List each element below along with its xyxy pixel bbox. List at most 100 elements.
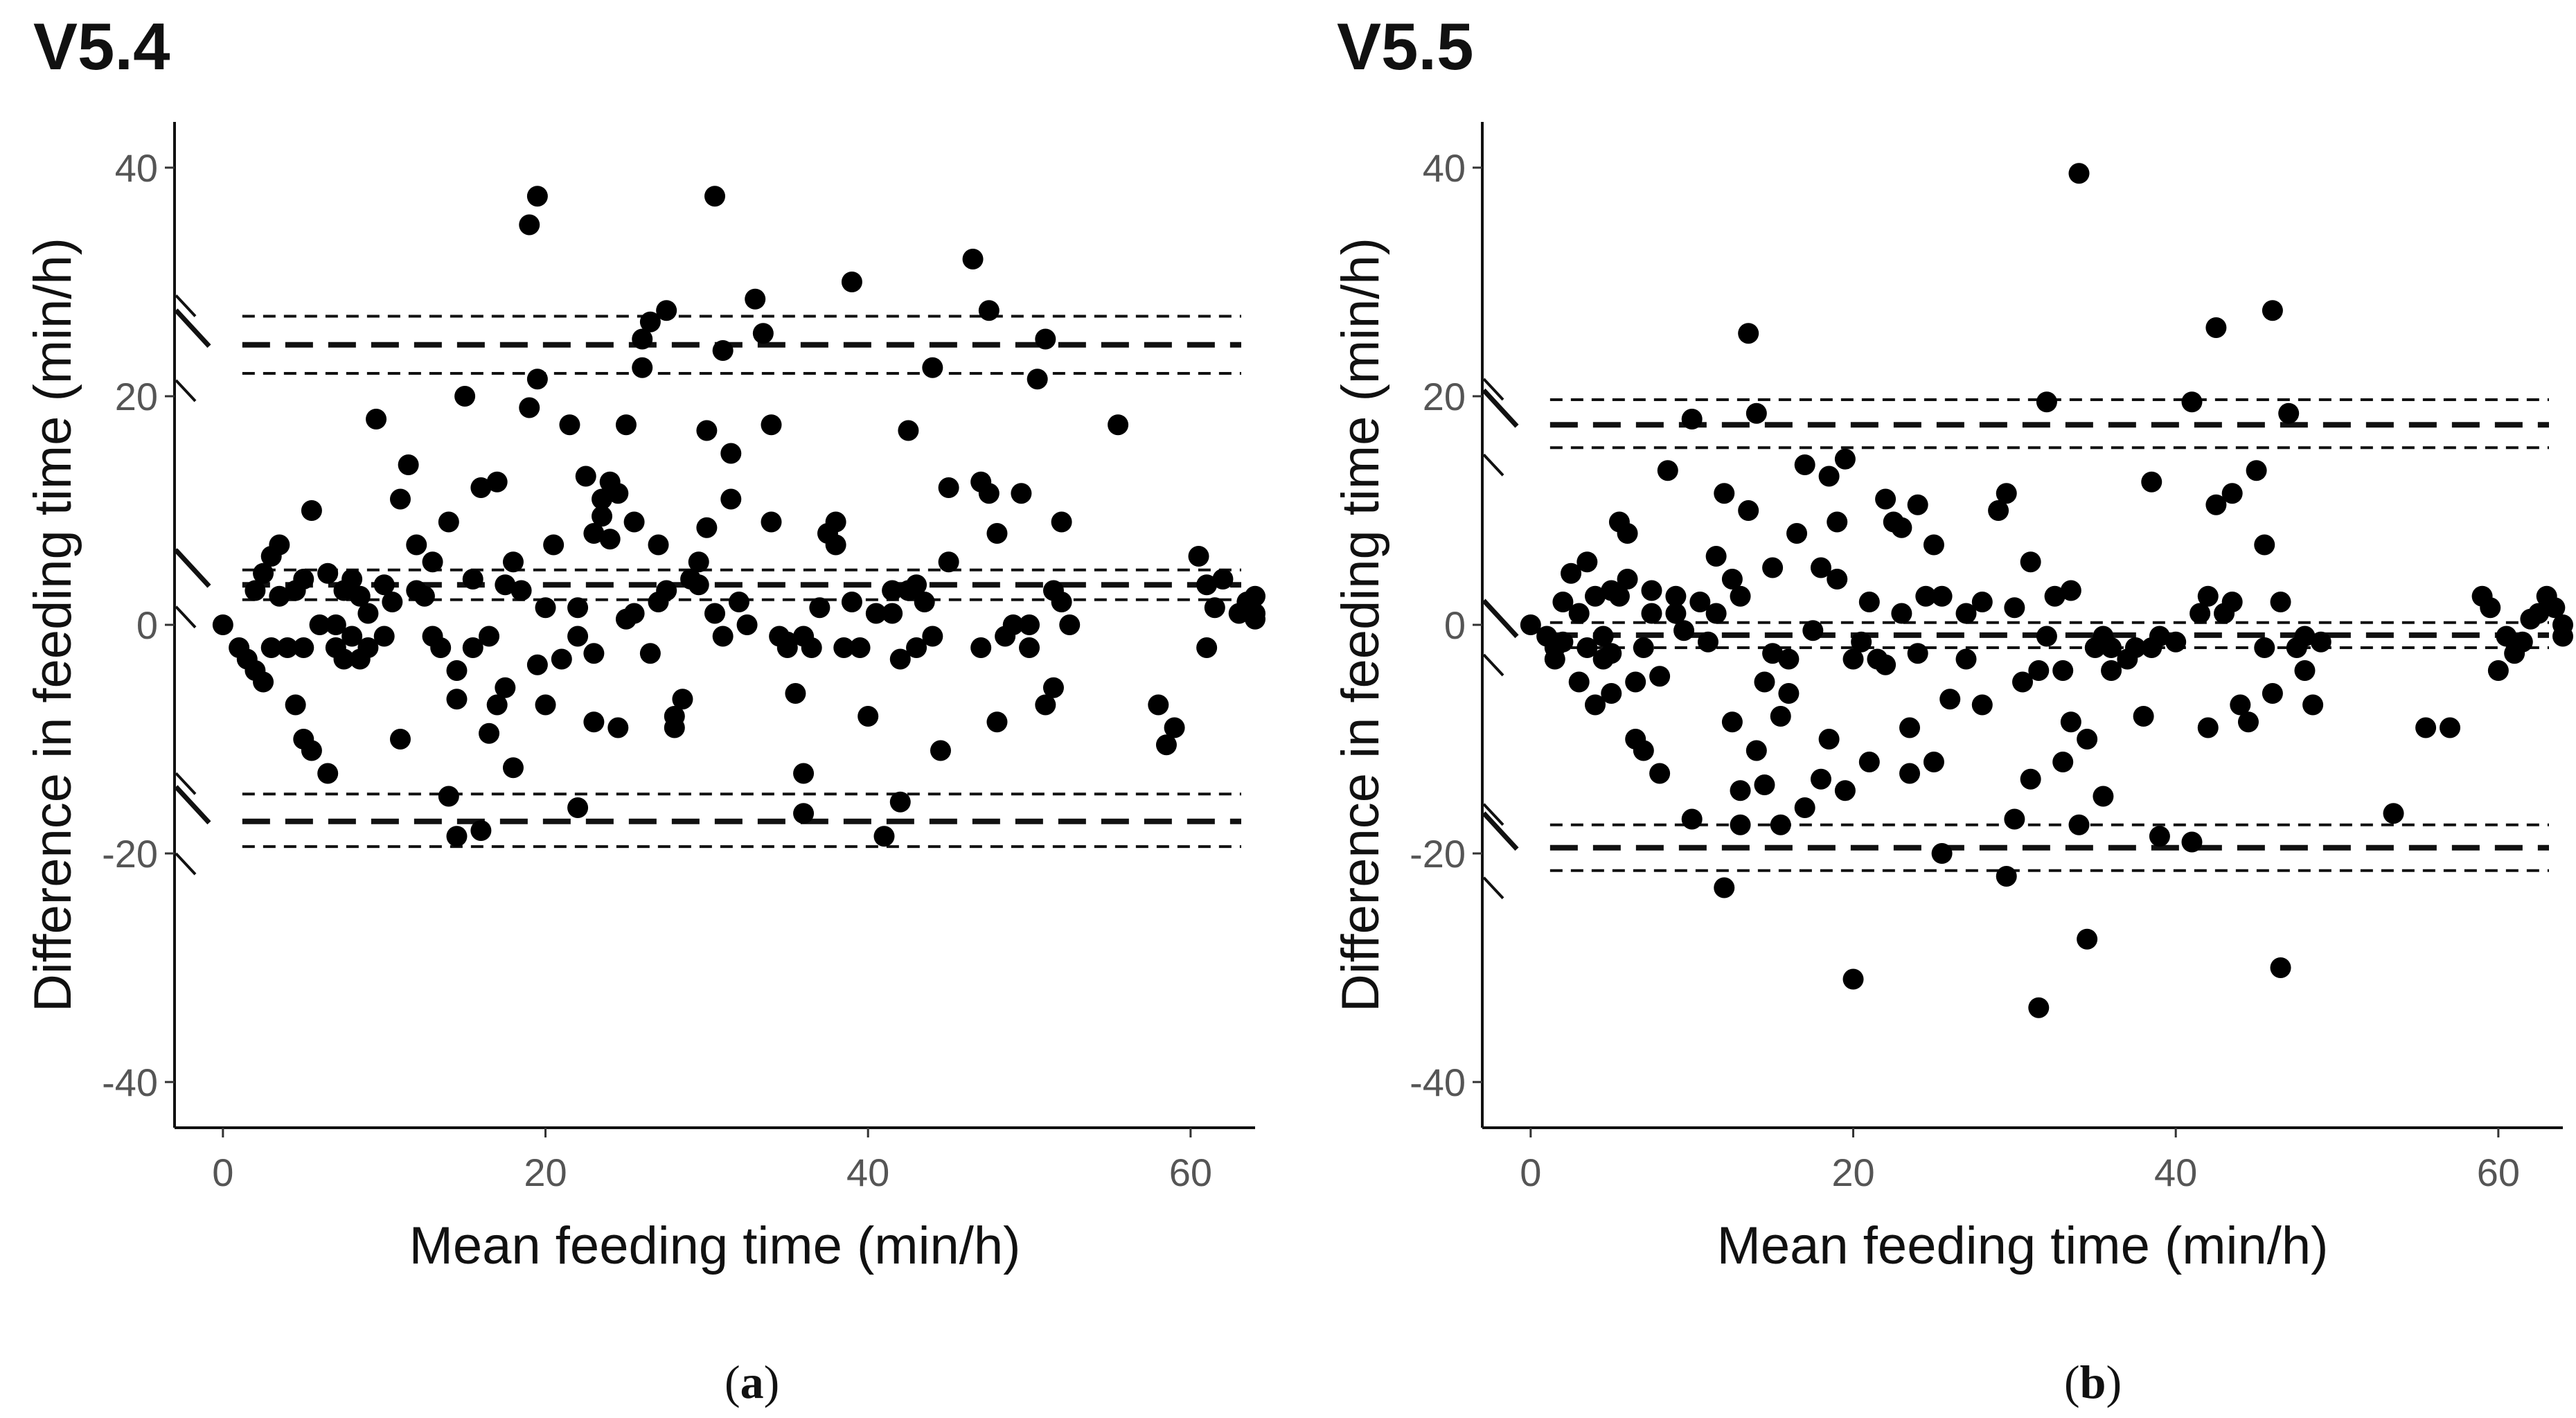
data-point [1601, 643, 1622, 664]
data-point [454, 386, 476, 407]
data-point [293, 637, 314, 658]
data-point [1212, 569, 1234, 590]
data-point [1762, 643, 1784, 664]
data-point [1019, 637, 1040, 658]
data-point [2020, 768, 2041, 790]
data-point [1617, 523, 1638, 544]
data-point [825, 534, 846, 556]
x-tick-label: 20 [524, 1151, 567, 1194]
panel-a: V5.4 -40 -20 0 20 40 0 20 40 60 Mean feeding time … [24, 10, 1265, 1408]
data-point [1931, 585, 1953, 607]
data-point [535, 694, 556, 716]
data-point [2189, 603, 2211, 624]
data-point [632, 328, 653, 350]
y-tick-label: -40 [1410, 1061, 1466, 1104]
data-point [1988, 500, 2009, 521]
data-point [607, 483, 629, 504]
data-point [1754, 671, 1775, 693]
data-point [253, 671, 274, 693]
data-point [1770, 706, 1791, 727]
data-point [865, 603, 887, 624]
data-point [2270, 592, 2291, 612]
data-point [2068, 163, 2090, 184]
data-point [2496, 626, 2517, 647]
y-tick-label: -20 [102, 832, 158, 876]
data-point [1019, 614, 1040, 635]
data-point [583, 523, 605, 544]
data-point [2181, 831, 2203, 853]
data-point [1996, 866, 2017, 887]
data-point [1955, 603, 1977, 624]
data-point [1027, 369, 1048, 390]
data-point [607, 717, 629, 738]
y-axis-title: Difference in feeding time (min/h) [1331, 238, 1390, 1012]
data-point [906, 637, 927, 658]
data-point [1657, 460, 1678, 481]
data-point [986, 523, 1008, 544]
data-point [1035, 328, 1056, 350]
data-point [2205, 317, 2227, 338]
data-point [301, 740, 322, 761]
data-point [841, 272, 862, 292]
data-point [1891, 603, 1912, 624]
data-point [1971, 592, 1993, 612]
data-point [2020, 551, 2041, 573]
data-point [406, 534, 427, 556]
data-point [2052, 660, 2074, 681]
data-point [212, 614, 233, 635]
data-point [1705, 546, 1727, 567]
data-point [253, 562, 274, 584]
data-point [704, 603, 725, 624]
data-point [656, 300, 677, 321]
data-point [2254, 637, 2275, 658]
data-point [317, 763, 339, 784]
data-point [2044, 585, 2066, 607]
y-tick-label: -40 [102, 1061, 158, 1104]
data-point [2254, 534, 2275, 556]
data-point [1673, 620, 1695, 641]
data-point [599, 529, 621, 550]
data-point [1665, 585, 1687, 607]
data-point [1002, 614, 1024, 635]
data-point [1689, 592, 1711, 612]
data-point [373, 574, 395, 596]
x-axis-title: Mean feeding time (min/h) [409, 1216, 1021, 1275]
data-point [623, 511, 645, 533]
data-point [1858, 592, 1880, 612]
data-point [1996, 483, 2017, 504]
data-point [559, 414, 580, 436]
data-point [1625, 671, 1646, 693]
data-point [1584, 694, 1606, 716]
data-point [2262, 300, 2283, 321]
data-point [366, 409, 387, 429]
data-point [1601, 683, 1622, 704]
data-point [1641, 580, 1662, 601]
data-point [745, 288, 766, 310]
data-point [357, 637, 379, 658]
data-point [245, 580, 266, 601]
data-point [1561, 562, 1582, 584]
data-point [841, 592, 862, 612]
data-point [1520, 614, 1541, 635]
data-point [2294, 660, 2316, 681]
data-point [2480, 597, 2501, 619]
data-point [519, 214, 540, 236]
data-point [446, 826, 468, 847]
data-point [495, 574, 516, 596]
data-point [793, 763, 815, 784]
data-point [1955, 648, 1977, 670]
data-point [1818, 729, 1840, 750]
data-point [2028, 660, 2050, 681]
data-point [882, 580, 903, 601]
data-point [1842, 648, 1864, 670]
data-point [704, 186, 725, 207]
data-point [1778, 683, 1800, 704]
data-point [583, 643, 605, 664]
data-point [2246, 460, 2267, 481]
y-tick-label: 40 [115, 146, 158, 190]
x-axis-title: Mean feeding time (min/h) [1717, 1216, 2329, 1275]
data-point [357, 603, 379, 624]
data-point [422, 551, 443, 573]
data-point [1738, 323, 1759, 344]
